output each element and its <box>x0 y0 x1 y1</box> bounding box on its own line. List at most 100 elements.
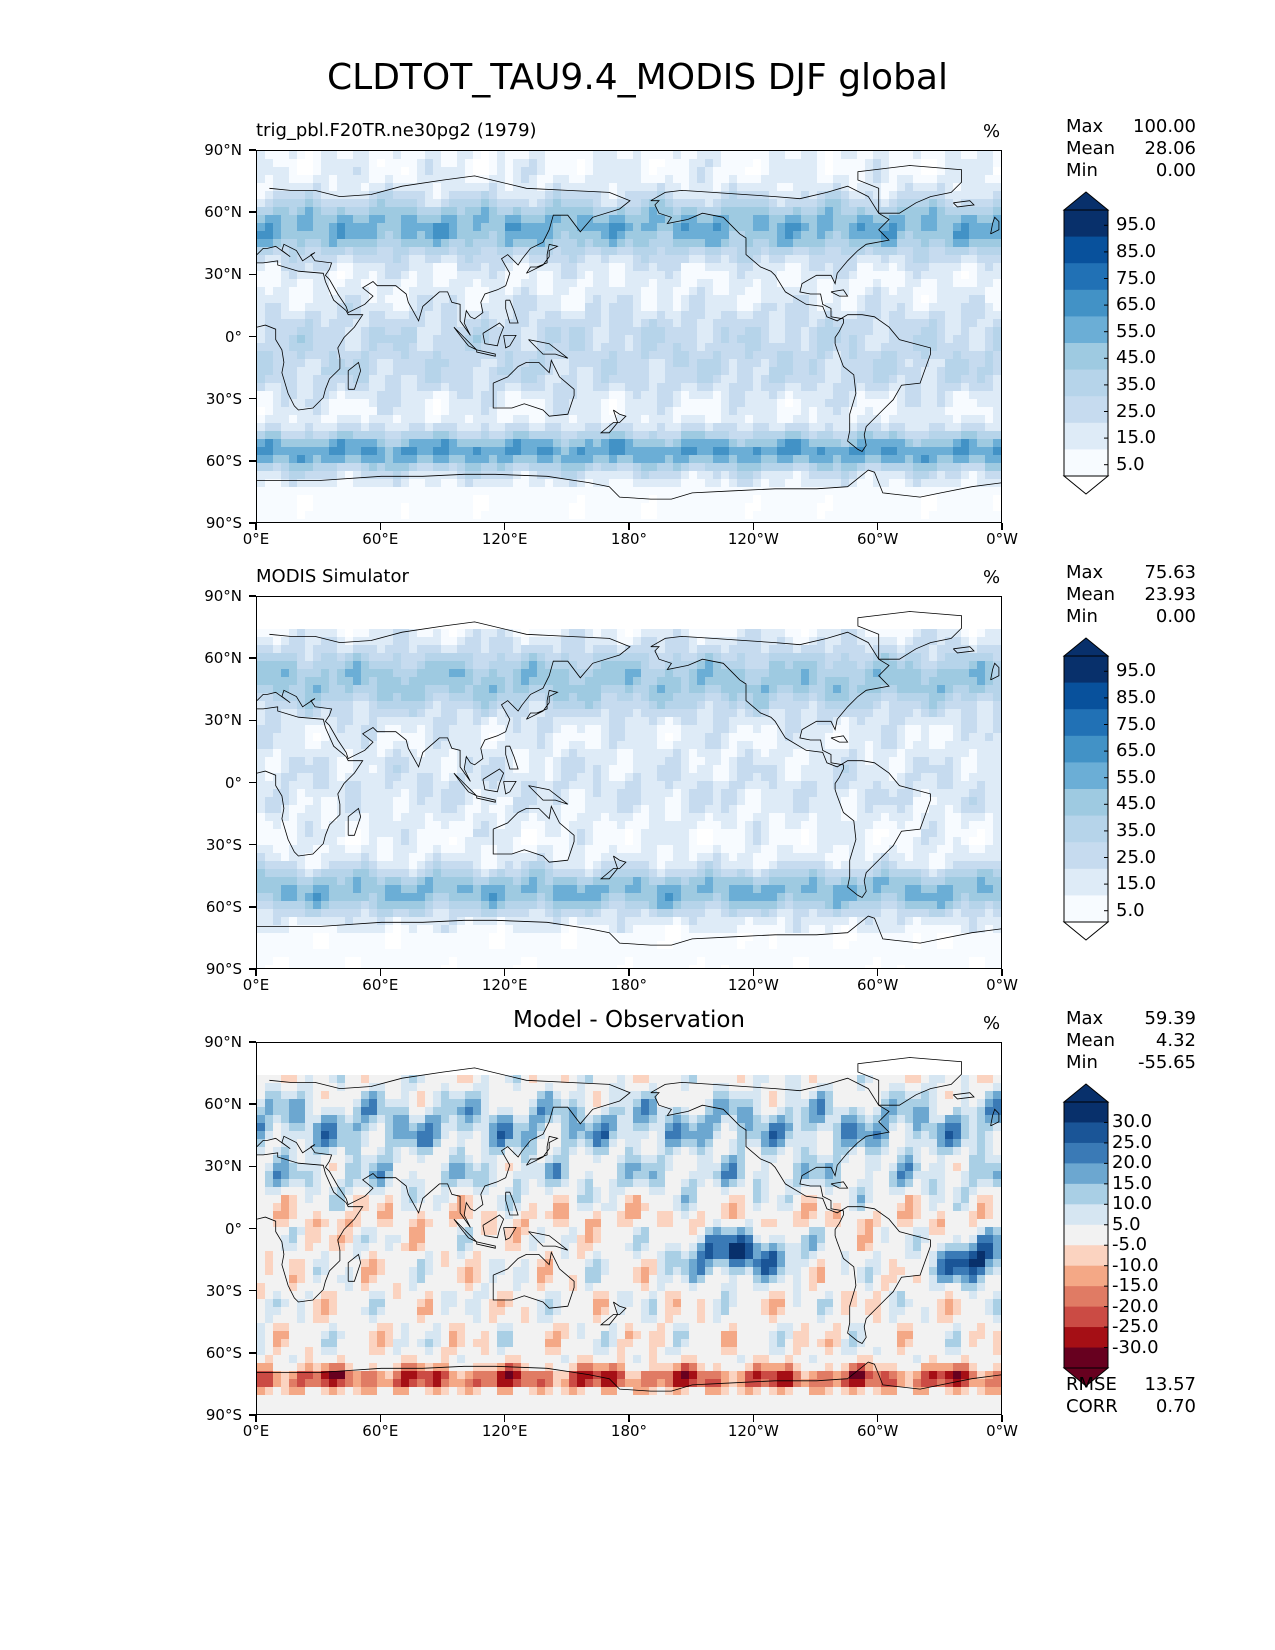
units-label: % <box>983 121 1001 142</box>
colorbar-tick-label: 10.0 <box>1112 1193 1153 1215</box>
lat-tick-label: 0° <box>224 327 242 346</box>
coastline <box>599 855 627 880</box>
coastline <box>505 745 519 770</box>
observation-panel: MODIS Simulator% 90°N 60°N 30°N 0° 30°S 60°S 90… <box>0 562 1275 1036</box>
colorbar-tick-label: 15.0 <box>1112 1172 1153 1194</box>
metric-value: 13.57 <box>1144 1374 1196 1395</box>
colorbar-tick-label: 5.0 <box>1116 899 1145 921</box>
coastline <box>830 735 849 743</box>
coastline <box>503 780 517 795</box>
stat-value: 75.63 <box>1144 562 1196 583</box>
map-contours <box>257 151 1001 522</box>
lat-tick-mark <box>249 1289 256 1292</box>
coastline <box>990 216 1000 235</box>
model-panel: trig_pbl.F20TR.ne30pg2 (1979)% 90°N 60°N 30… <box>0 116 1275 590</box>
lon-tick-label: 180° <box>610 530 648 548</box>
units-label: % <box>983 567 1001 588</box>
colorbar-tick-label: -10.0 <box>1112 1254 1159 1276</box>
coastline <box>257 1361 1001 1392</box>
stat-label: Mean <box>1066 584 1116 605</box>
colorbar-tick-label: 85.0 <box>1116 686 1157 708</box>
colorbar-tick-label: 45.0 <box>1116 347 1157 369</box>
lon-tick-label: 0°W <box>986 976 1018 994</box>
coastline <box>990 662 1000 681</box>
stat-value: -55.65 <box>1137 1052 1196 1073</box>
coastline <box>482 322 505 347</box>
coastline <box>953 200 975 208</box>
lat-tick-mark <box>249 335 256 338</box>
stat-row: Mean 23.93 <box>1066 584 1196 606</box>
lon-tick-label: 60°W <box>856 976 899 994</box>
lon-tick-label: 180° <box>610 1422 648 1440</box>
stat-value: 23.93 <box>1144 584 1196 605</box>
lat-tick-label: 60°S <box>205 897 242 916</box>
stat-label: Max <box>1066 116 1104 137</box>
coastline <box>990 1108 1000 1127</box>
colorbar-tick-label: 55.0 <box>1116 766 1157 788</box>
map-plot[interactable] <box>256 596 1002 969</box>
lat-tick-mark <box>249 906 256 908</box>
coastline <box>347 361 362 390</box>
lat-tick-mark <box>249 1165 256 1168</box>
stat-label: Max <box>1066 1008 1104 1029</box>
coastline <box>476 1241 496 1249</box>
coastline <box>857 165 962 214</box>
lon-tick-label: 0°W <box>986 1422 1018 1440</box>
lat-tick-label: 30°S <box>205 1281 242 1300</box>
figure-title: CLDTOT_TAU9.4_MODIS DJF global <box>327 57 948 98</box>
metric-row: RMSE 13.57 <box>1066 1374 1196 1396</box>
lat-tick-mark <box>249 1414 256 1416</box>
lat-tick-mark <box>249 719 256 722</box>
colorbar-tick-label: 35.0 <box>1116 819 1157 841</box>
lat-tick-label: 60°N <box>204 203 242 222</box>
colorbar-tick-label: 25.0 <box>1116 400 1157 422</box>
lon-tick-label: 60°W <box>856 530 899 548</box>
lon-tick-mark <box>876 523 879 530</box>
lat-tick-mark <box>249 968 256 970</box>
coastline <box>953 646 975 654</box>
lon-tick-label: 0°W <box>986 530 1018 548</box>
lon-tick-mark <box>255 1415 257 1422</box>
coastline <box>257 1067 631 1228</box>
colorbar-container: 95.0 85.0 75.0 65.0 55.0 45.0 35.0 25.0 15.0 5.0 <box>1062 190 1156 504</box>
lat-tick-label: 60°S <box>205 451 242 470</box>
stat-label: Mean <box>1066 1030 1116 1051</box>
panel-title: Model - Observation <box>512 1007 746 1033</box>
difference-panel: Model - Observation% 90°N 60°N 30°N 0° 30°S 60… <box>0 1007 1275 1482</box>
coastline <box>503 1226 517 1241</box>
map-contours <box>257 1043 1001 1414</box>
lat-tick-label: 60°N <box>204 1095 242 1114</box>
stat-value: 59.39 <box>1144 1008 1196 1029</box>
stat-row: Mean 4.32 <box>1066 1030 1196 1052</box>
lat-tick-label: 90°S <box>205 1406 242 1424</box>
stat-row: Mean 28.06 <box>1066 138 1196 160</box>
lon-tick-label: 0°E <box>242 1422 270 1440</box>
stat-value: 28.06 <box>1144 138 1196 159</box>
coastline <box>482 1214 505 1239</box>
colorbar-tick-label: -20.0 <box>1112 1295 1159 1317</box>
coastline <box>257 260 364 411</box>
colorbar-tick-label: 15.0 <box>1116 873 1157 895</box>
lat-tick-label: 30°S <box>205 389 242 408</box>
lon-tick-label: 120°E <box>481 976 528 994</box>
lat-tick-mark <box>249 149 256 151</box>
colorbar-tick-label: 20.0 <box>1112 1152 1153 1174</box>
colorbar-tick-label: 35.0 <box>1116 373 1157 395</box>
lat-tick-mark <box>249 657 256 659</box>
colorbar-tick-label: 45.0 <box>1116 793 1157 815</box>
stat-value: 4.32 <box>1155 1030 1196 1051</box>
stat-value: 0.00 <box>1155 160 1196 181</box>
coastline <box>257 915 1001 946</box>
lon-tick-mark <box>503 969 506 976</box>
lat-tick-label: 60°S <box>205 1343 242 1362</box>
coastline <box>347 807 362 836</box>
lat-tick-label: 30°N <box>204 711 242 730</box>
lon-tick-label: 60°E <box>362 530 399 548</box>
stat-row: Max 59.39 <box>1066 1008 1196 1030</box>
metric-label: CORR <box>1066 1396 1118 1417</box>
map-plot[interactable] <box>256 1042 1002 1415</box>
lat-tick-mark <box>249 595 256 597</box>
lon-tick-mark <box>752 969 755 976</box>
colorbar-tick-label: 25.0 <box>1112 1131 1153 1153</box>
map-plot[interactable] <box>256 150 1002 523</box>
